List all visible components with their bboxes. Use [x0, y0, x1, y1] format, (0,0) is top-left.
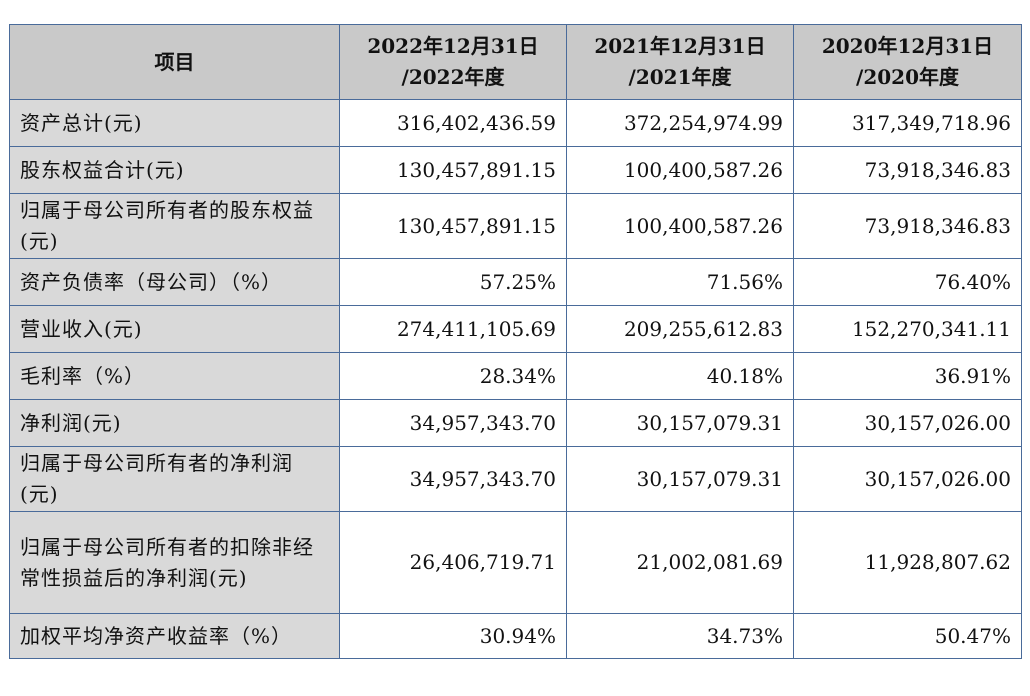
row-label: 股东权益合计(元) — [9, 146, 340, 194]
table-header-row: 项目 2022年12月31日/2022年度 2021年12月31日/2021年度… — [9, 24, 1022, 100]
value-2022: 28.34% — [339, 352, 567, 400]
header-2021: 2021年12月31日/2021年度 — [566, 24, 794, 100]
value-2020: 50.47% — [793, 613, 1022, 659]
header-item: 项目 — [9, 24, 340, 100]
value-2022: 130,457,891.15 — [339, 193, 567, 259]
value-2020: 73,918,346.83 — [793, 193, 1022, 259]
financial-summary-table-container: 项目 2022年12月31日/2022年度 2021年12月31日/2021年度… — [9, 24, 1022, 659]
value-2020: 76.40% — [793, 258, 1022, 306]
table-row: 归属于母公司所有者的扣除非经常性损益后的净利润(元) 26,406,719.71… — [9, 511, 1022, 614]
table-row: 加权平均净资产收益率（%） 30.94% 34.73% 50.47% — [9, 613, 1022, 659]
value-2020: 152,270,341.11 — [793, 305, 1022, 353]
value-2022: 26,406,719.71 — [339, 511, 567, 614]
value-2021: 100,400,587.26 — [566, 146, 794, 194]
row-label: 资产负债率（母公司）（%） — [9, 258, 340, 306]
value-2022: 130,457,891.15 — [339, 146, 567, 194]
value-2021: 71.56% — [566, 258, 794, 306]
header-2020: 2020年12月31日/2020年度 — [793, 24, 1022, 100]
table-row: 归属于母公司所有者的股东权益(元) 130,457,891.15 100,400… — [9, 193, 1022, 259]
table-row: 毛利率（%） 28.34% 40.18% 36.91% — [9, 352, 1022, 400]
value-2020: 36.91% — [793, 352, 1022, 400]
value-2021: 40.18% — [566, 352, 794, 400]
value-2021: 21,002,081.69 — [566, 511, 794, 614]
value-2021: 30,157,079.31 — [566, 399, 794, 447]
value-2022: 34,957,343.70 — [339, 446, 567, 512]
row-label: 资产总计(元) — [9, 99, 340, 147]
row-label: 净利润(元) — [9, 399, 340, 447]
value-2020: 73,918,346.83 — [793, 146, 1022, 194]
table-row: 归属于母公司所有者的净利润(元) 34,957,343.70 30,157,07… — [9, 446, 1022, 512]
value-2021: 34.73% — [566, 613, 794, 659]
row-label: 归属于母公司所有者的扣除非经常性损益后的净利润(元) — [9, 511, 340, 614]
value-2021: 372,254,974.99 — [566, 99, 794, 147]
financial-summary-table: 项目 2022年12月31日/2022年度 2021年12月31日/2021年度… — [9, 24, 1022, 659]
value-2022: 316,402,436.59 — [339, 99, 567, 147]
value-2020: 30,157,026.00 — [793, 399, 1022, 447]
value-2021: 30,157,079.31 — [566, 446, 794, 512]
row-label: 加权平均净资产收益率（%） — [9, 613, 340, 659]
table-row: 营业收入(元) 274,411,105.69 209,255,612.83 15… — [9, 305, 1022, 353]
value-2021: 100,400,587.26 — [566, 193, 794, 259]
row-label: 归属于母公司所有者的净利润(元) — [9, 446, 340, 512]
value-2020: 317,349,718.96 — [793, 99, 1022, 147]
table-row: 净利润(元) 34,957,343.70 30,157,079.31 30,15… — [9, 399, 1022, 447]
value-2020: 30,157,026.00 — [793, 446, 1022, 512]
value-2020: 11,928,807.62 — [793, 511, 1022, 614]
table-row: 资产总计(元) 316,402,436.59 372,254,974.99 31… — [9, 99, 1022, 147]
value-2021: 209,255,612.83 — [566, 305, 794, 353]
row-label: 营业收入(元) — [9, 305, 340, 353]
table-row: 资产负债率（母公司）（%） 57.25% 71.56% 76.40% — [9, 258, 1022, 306]
value-2022: 30.94% — [339, 613, 567, 659]
table-row: 股东权益合计(元) 130,457,891.15 100,400,587.26 … — [9, 146, 1022, 194]
value-2022: 34,957,343.70 — [339, 399, 567, 447]
row-label: 归属于母公司所有者的股东权益(元) — [9, 193, 340, 259]
value-2022: 274,411,105.69 — [339, 305, 567, 353]
row-label: 毛利率（%） — [9, 352, 340, 400]
header-2022: 2022年12月31日/2022年度 — [339, 24, 567, 100]
value-2022: 57.25% — [339, 258, 567, 306]
